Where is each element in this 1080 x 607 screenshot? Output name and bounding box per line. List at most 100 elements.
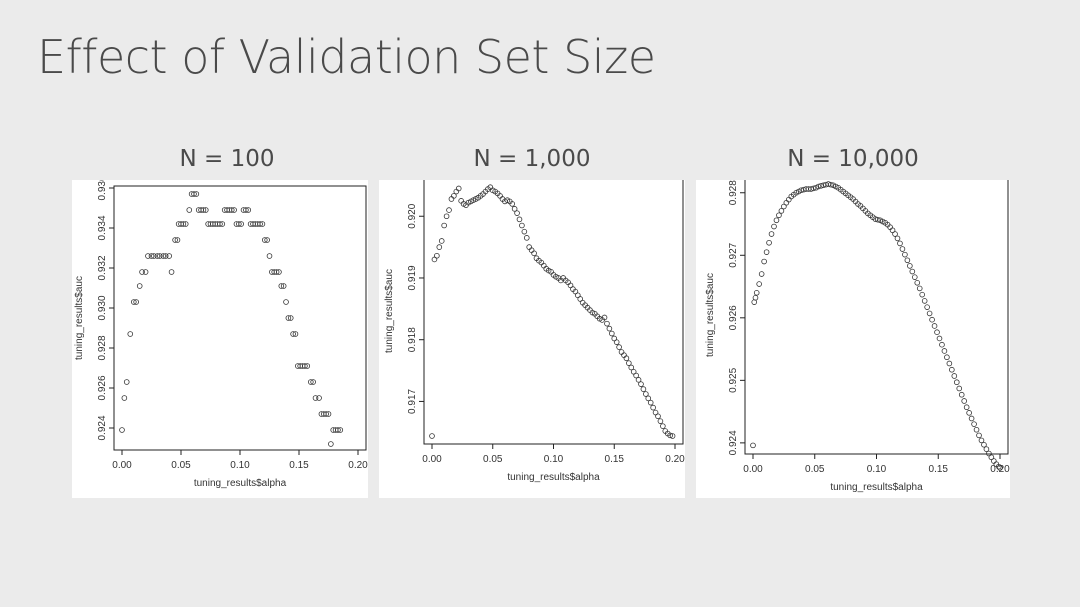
data-point <box>276 269 282 275</box>
data-point <box>946 360 953 367</box>
data-point <box>446 207 452 213</box>
data-point <box>323 411 329 417</box>
data-point <box>316 395 322 401</box>
data-point <box>986 450 992 457</box>
scatter-plot-n1000: 0.00 0.05 0.10 0.15 0.20 0.917 0.918 0.919 0.920… <box>384 180 685 483</box>
data-point <box>633 372 639 379</box>
data-point <box>191 191 197 197</box>
data-point <box>771 223 777 230</box>
data-point <box>911 274 918 280</box>
data-point <box>753 290 760 296</box>
data-point <box>961 398 967 404</box>
y-tick-label: 0.934 <box>97 215 108 240</box>
data-point <box>193 191 200 197</box>
data-point <box>601 314 608 321</box>
data-point <box>909 268 916 275</box>
data-point <box>618 349 625 355</box>
data-point <box>991 458 997 464</box>
data-point <box>616 344 622 350</box>
data-point <box>238 221 244 227</box>
data-point <box>949 366 955 373</box>
data-point <box>292 331 299 337</box>
data-point <box>783 199 790 206</box>
data-point <box>786 196 792 203</box>
data-point <box>273 269 280 275</box>
data-point <box>174 237 181 243</box>
data-point <box>768 231 775 237</box>
data-point <box>647 399 654 406</box>
data-point <box>519 222 525 229</box>
y-tick-label: 0.919 <box>407 265 418 290</box>
data-point <box>451 193 457 199</box>
data-point <box>123 379 130 385</box>
data-point <box>609 330 615 337</box>
x-tick-label: 0.05 <box>805 464 825 475</box>
plot-card-n1000: 0.00 0.05 0.10 0.15 0.20 0.917 0.918 0.919 0.920… <box>379 180 685 498</box>
data-point <box>172 237 178 243</box>
y-tick-label: 0.936 <box>97 180 108 201</box>
x-axis-label: tuning_results$alpha <box>194 478 287 489</box>
x-tick-label: 0.00 <box>743 464 763 475</box>
data-point <box>606 325 613 332</box>
data-point <box>283 299 289 305</box>
y-tick-label: 0.924 <box>97 415 108 440</box>
data-point <box>968 415 975 422</box>
plot-card-n10000: 0.00 0.05 0.10 0.15 0.20 0.924 0.925 0.926 0.927… <box>696 180 1010 498</box>
x-tick-label: 0.10 <box>867 464 887 475</box>
data-point <box>259 221 266 227</box>
data-point <box>995 463 1002 470</box>
data-point <box>160 253 167 259</box>
data-point <box>660 423 666 429</box>
data-point <box>914 279 921 286</box>
data-point <box>217 221 223 227</box>
y-tick-label: 0.927 <box>728 242 739 267</box>
data-point <box>453 188 460 195</box>
data-point <box>669 433 676 439</box>
data-point <box>978 437 985 444</box>
data-point <box>929 316 935 323</box>
x-tick-label: 0.15 <box>289 460 309 471</box>
data-point <box>773 217 780 224</box>
data-point <box>643 391 649 397</box>
y-tick-label: 0.917 <box>407 388 418 413</box>
data-point <box>820 182 827 189</box>
data-point <box>756 281 762 287</box>
data-point <box>243 207 249 213</box>
data-point <box>921 298 928 304</box>
data-point <box>752 295 759 301</box>
data-point <box>455 185 462 192</box>
data-point <box>121 395 128 401</box>
data-point <box>894 235 901 242</box>
data-point <box>971 421 977 427</box>
data-point <box>667 432 673 439</box>
data-point <box>645 395 652 402</box>
data-point <box>776 212 782 219</box>
data-point <box>874 216 881 223</box>
data-point <box>825 181 832 187</box>
data-point <box>763 249 770 255</box>
data-point <box>640 386 647 392</box>
data-point <box>892 231 898 237</box>
data-point <box>981 441 987 448</box>
data-point <box>285 315 292 321</box>
x-tick-label: 0.15 <box>929 464 949 475</box>
data-point <box>781 203 787 210</box>
data-point <box>202 207 209 213</box>
data-point <box>458 198 464 204</box>
scatter-plot-n100: 0.00 0.05 0.10 0.15 0.20 0.924 0.926 0.928 0.930… <box>74 180 368 489</box>
data-point <box>650 404 656 411</box>
data-point <box>139 269 145 275</box>
data-point <box>521 228 528 235</box>
data-point <box>623 355 630 362</box>
panel-heading-n10000: N = 10,000 <box>787 146 919 172</box>
data-point <box>516 216 523 223</box>
data-point <box>976 432 982 439</box>
data-point <box>973 426 980 433</box>
x-tick-label: 0.20 <box>990 464 1010 475</box>
data-point <box>264 237 270 243</box>
data-point <box>154 253 161 259</box>
data-point <box>429 433 435 439</box>
data-point <box>514 210 520 216</box>
data-point <box>897 240 903 247</box>
y-tick-label: 0.930 <box>97 295 108 320</box>
